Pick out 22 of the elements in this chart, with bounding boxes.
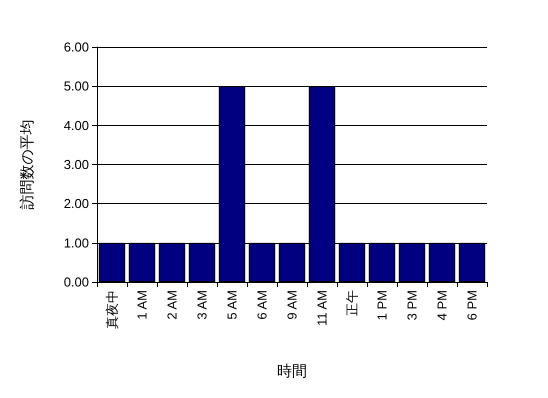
x-tick-label: 6 AM: [254, 290, 270, 320]
x-tick-label: 1 PM: [374, 290, 390, 320]
x-tick-label: 2 AM: [164, 290, 180, 320]
x-tick-label: 5 AM: [224, 290, 240, 320]
y-tick-label: 3.00: [64, 157, 89, 172]
y-tick-label: 2.00: [64, 196, 89, 212]
x-tick-label: 1 AM: [134, 290, 150, 320]
y-tick-label: 1.00: [64, 235, 89, 250]
y-tick-label: 6.00: [64, 40, 89, 54]
x-tick-label: 真夜中: [104, 290, 120, 329]
x-tick-label: 3 AM: [194, 290, 210, 320]
x-tick-label: 11 AM: [314, 290, 330, 326]
y-axis-title: 訪問数の平均: [19, 120, 36, 210]
y-tick-label: 0.00: [64, 274, 89, 290]
x-tick-label: 正午: [344, 290, 360, 316]
x-tick-label: 4 PM: [434, 290, 450, 320]
x-axis-title: 時間: [277, 363, 307, 380]
y-tick-label: 4.00: [64, 118, 89, 133]
y-tick-label: 5.00: [64, 78, 89, 94]
x-tick-label: 6 PM: [464, 290, 480, 320]
x-tick-label: 9 AM: [284, 290, 300, 320]
x-tick-label: 3 PM: [404, 290, 420, 320]
